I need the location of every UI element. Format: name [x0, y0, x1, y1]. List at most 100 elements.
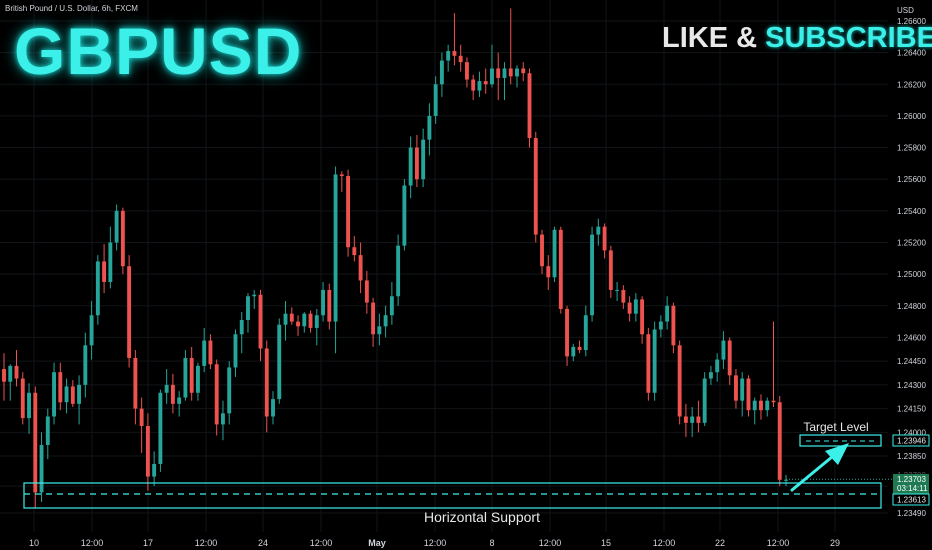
candle [358, 242, 363, 294]
candle-body [439, 60, 444, 85]
candle-body [515, 68, 519, 77]
candle-body [158, 392, 163, 464]
candle [327, 283, 332, 330]
candle-body [640, 299, 645, 335]
candle [533, 131, 538, 243]
candle [515, 65, 519, 88]
candle-body [27, 392, 31, 419]
candle-body [759, 400, 763, 411]
candle-body [346, 176, 351, 248]
candle [139, 397, 144, 453]
candle-body [602, 226, 607, 251]
candle [396, 234, 401, 306]
candle-body [740, 378, 745, 401]
support-zone[interactable]: Horizontal Support [23, 482, 882, 525]
candle-body [452, 51, 457, 56]
candle-body [533, 138, 538, 235]
candle [759, 394, 763, 420]
candle-body [483, 81, 488, 85]
time-axis-label: 17 [143, 538, 153, 548]
time-axis-label: 12:00 [195, 538, 218, 548]
candle [615, 282, 620, 302]
candle-body [83, 345, 88, 385]
candle-body [364, 280, 369, 303]
candle [221, 400, 225, 441]
candle-body [177, 397, 182, 404]
candle [665, 296, 670, 330]
candle-body [383, 315, 388, 327]
candle-body [577, 346, 582, 351]
candle-body [139, 408, 144, 426]
cta-ampersand: & [736, 22, 758, 54]
time-axis-label: 10 [29, 538, 39, 548]
candle-body [271, 399, 275, 417]
candle-body [277, 324, 282, 400]
candle [302, 312, 307, 333]
candle [427, 103, 432, 156]
candle [483, 68, 488, 94]
candle-body [746, 378, 751, 411]
candle [502, 62, 507, 101]
target-label: Target Level [803, 420, 868, 434]
candle-body [408, 147, 413, 186]
candle-body [289, 313, 294, 322]
candle-body [633, 299, 638, 314]
candle [708, 365, 713, 385]
candle [2, 353, 6, 401]
candle-body [302, 313, 307, 327]
candle-body [321, 289, 325, 316]
candle [177, 391, 182, 417]
candle [70, 380, 75, 408]
candle [158, 389, 163, 472]
candle [677, 340, 682, 425]
candle [364, 270, 369, 314]
candle-body [521, 68, 526, 74]
candle [439, 52, 444, 97]
candle-body [496, 68, 501, 78]
candle [602, 223, 607, 259]
candle [77, 375, 82, 425]
candle-body [777, 402, 782, 480]
candle-body [102, 261, 107, 283]
price-axis-label: 1.25600 [897, 175, 926, 184]
chart-title: GBPUSD [14, 14, 303, 88]
candle-body [208, 340, 213, 365]
target-box[interactable] [799, 434, 882, 447]
candle-body [608, 250, 613, 290]
price-axis-label: 1.23490 [897, 509, 926, 518]
candle-body [314, 315, 319, 328]
price-axis-label: 1.25800 [897, 144, 926, 153]
candle-body [214, 364, 219, 425]
candle-body [446, 51, 451, 61]
candle-body [652, 329, 657, 393]
candle-body [527, 73, 532, 139]
price-axis-label: 1.24150 [897, 405, 926, 414]
arrow-shaft [790, 450, 840, 492]
candle [765, 397, 770, 417]
candle [321, 282, 325, 322]
candle [671, 302, 676, 354]
candle-body [20, 378, 25, 419]
candle-body [696, 416, 701, 423]
candle [784, 475, 788, 487]
candle-body [258, 294, 263, 349]
price-axis-label: 1.24300 [897, 381, 926, 390]
candle-body [252, 294, 257, 297]
candle [683, 403, 688, 438]
symbol-description: British Pound / U.S. Dollar, 6h, FXCM [5, 4, 138, 13]
candle-body [565, 308, 569, 357]
candle-body [145, 425, 150, 477]
candle [471, 74, 476, 101]
candle-body [189, 357, 194, 393]
time-axis[interactable]: 10 12:00 17 12:00 24 12:00 May 12:00 8 12:00 15 12:… [29, 538, 840, 548]
support-band[interactable] [23, 482, 882, 509]
candle-body [389, 296, 394, 316]
candle [252, 289, 257, 309]
candle-body [227, 367, 232, 414]
time-axis-label: 12:00 [81, 538, 104, 548]
candle [715, 353, 720, 382]
candle-body [433, 84, 438, 116]
candle-body [195, 365, 200, 393]
